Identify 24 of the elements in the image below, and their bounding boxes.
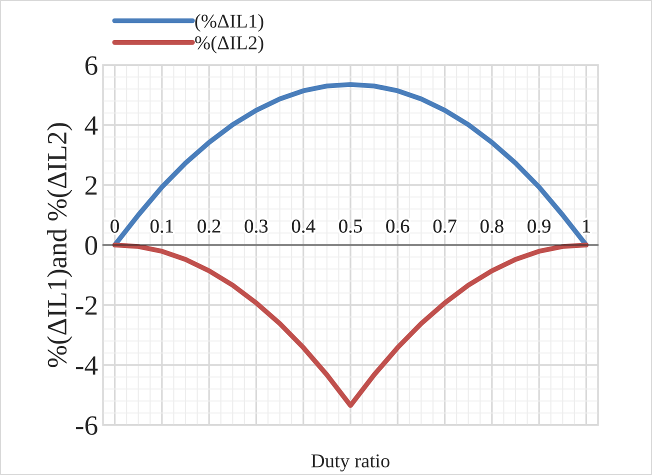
y-tick-label: 0 xyxy=(85,236,98,255)
x-tick-label: 1 xyxy=(583,220,590,233)
x-tick-label: 0.6 xyxy=(386,220,410,233)
y-axis-title: %(ΔIL1)and %(ΔIL2) xyxy=(47,123,72,368)
x-axis-title: Duty ratio xyxy=(311,454,390,472)
x-tick-label: 0.4 xyxy=(292,220,316,233)
x-tick-label: 0.3 xyxy=(244,220,268,233)
y-tick-label: 6 xyxy=(85,56,98,75)
y-tick-label: 2 xyxy=(85,176,97,195)
legend-label: %(ΔIL2) xyxy=(195,36,264,54)
x-tick-label: 0 xyxy=(110,220,119,233)
line-series xyxy=(112,82,589,248)
y-tick-label: 4 xyxy=(84,116,98,135)
x-tick-label: 0.8 xyxy=(480,220,504,233)
x-tick-label: 0.5 xyxy=(339,220,362,233)
y-tick-label: -6 xyxy=(76,416,98,435)
x-tick-label: 0.2 xyxy=(198,220,220,233)
x-tick-label: 0.7 xyxy=(433,220,456,233)
x-tick-label: 0.1 xyxy=(150,220,173,233)
line-series xyxy=(112,242,589,408)
y-tick-label: -4 xyxy=(76,356,98,375)
legend-label: (%ΔIL1) xyxy=(195,14,264,32)
y-tick-label: -2 xyxy=(76,296,97,315)
x-tick-label: 0.9 xyxy=(528,220,550,233)
